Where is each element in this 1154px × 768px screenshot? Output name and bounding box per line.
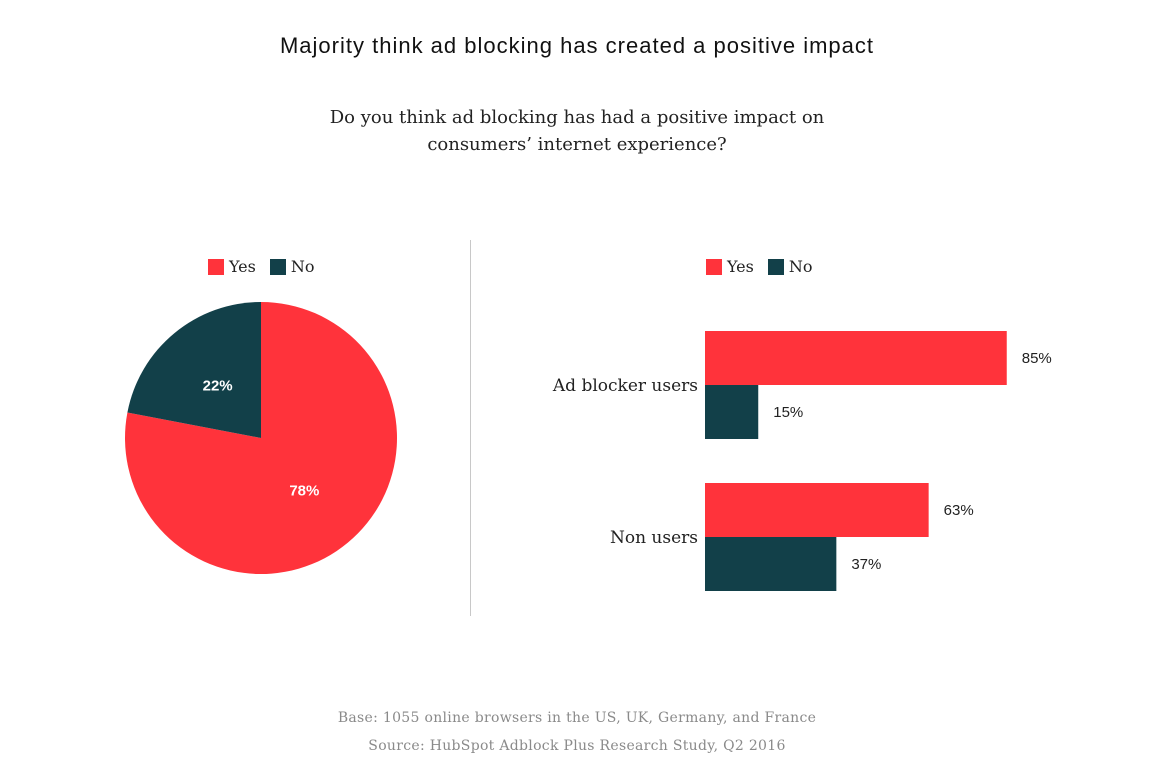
- footer-source-note: Source: HubSpot Adblock Plus Research St…: [368, 738, 786, 754]
- footer-base-note: Base: 1055 online browsers in the US, UK…: [337, 710, 817, 726]
- bar-no-0: [705, 385, 759, 439]
- pie-legend-item-no: No: [269, 257, 315, 276]
- bar-legend-item-yes: Yes: [706, 257, 754, 276]
- bar-legend: Yes No: [706, 257, 827, 276]
- panel-divider: [470, 240, 471, 616]
- subtitle-line-2: consumers’ internet experience?: [427, 134, 727, 155]
- chart-title: Majority think ad blocking has created a…: [279, 33, 875, 58]
- subtitle-line-1: Do you think ad blocking has had a posit…: [329, 107, 825, 128]
- bar-data-label-no-1: 37%: [851, 556, 881, 573]
- legend-swatch-yes: [706, 258, 722, 275]
- pie-data-label-yes: 78%: [289, 482, 319, 499]
- legend-label-yes: Yes: [727, 257, 754, 276]
- chart-subtitle: Do you think ad blocking has had a posit…: [277, 104, 877, 158]
- pie-legend: Yes No: [208, 257, 329, 276]
- legend-label-yes: Yes: [229, 257, 256, 276]
- bar-data-label-no-0: 15%: [773, 404, 803, 421]
- legend-label-no: No: [788, 257, 813, 276]
- bar-data-label-yes-1: 63%: [944, 502, 974, 519]
- bar-category-label-0: Ad blocker users: [552, 376, 698, 396]
- bar-yes-1: [705, 483, 929, 537]
- pie-data-label-no: 22%: [203, 378, 233, 395]
- legend-label-no: No: [290, 257, 315, 276]
- bar-yes-0: [705, 331, 1007, 385]
- legend-swatch-no: [767, 258, 784, 275]
- bar-data-label-yes-0: 85%: [1022, 350, 1052, 367]
- bar-no-1: [705, 537, 837, 591]
- bar-category-label-1: Non users: [610, 528, 698, 548]
- legend-swatch-yes: [208, 258, 224, 275]
- bar-legend-item-no: No: [767, 257, 813, 276]
- pie-slice-no: [127, 302, 261, 438]
- pie-legend-item-yes: Yes: [208, 257, 256, 276]
- legend-swatch-no: [269, 258, 286, 275]
